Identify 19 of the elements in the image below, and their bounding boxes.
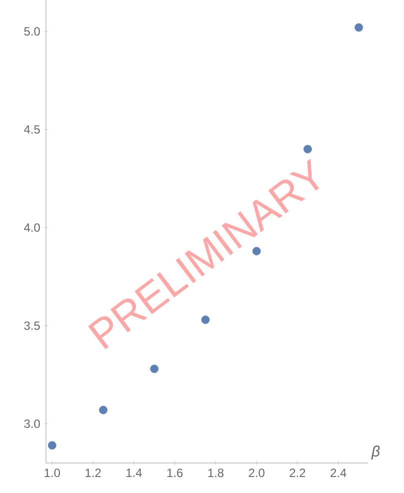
x-axis-title: β <box>371 446 380 460</box>
point <box>303 144 312 154</box>
point <box>354 23 364 32</box>
y-tick-label: 3.5 <box>24 321 40 330</box>
point <box>150 364 159 374</box>
x-tick-label: 2.2 <box>290 468 306 477</box>
y-tick-label: 5.0 <box>24 27 40 36</box>
x-tick-label: 1.8 <box>208 468 224 478</box>
x-tick-label: 1.4 <box>126 468 142 477</box>
x-tick-label: 2.0 <box>248 468 264 478</box>
y-tick-label: 3.0 <box>24 420 40 428</box>
x-tick-label: 1.2 <box>86 468 101 477</box>
y-tick-label: 4.5 <box>24 125 40 134</box>
y-tick-label: 4.0 <box>24 223 40 232</box>
point <box>48 441 56 450</box>
x-tick-label: 2.4 <box>330 468 346 477</box>
x-tick-label: 1.0 <box>44 468 60 478</box>
point <box>99 406 108 414</box>
x-tick-label: 1.6 <box>167 468 183 478</box>
